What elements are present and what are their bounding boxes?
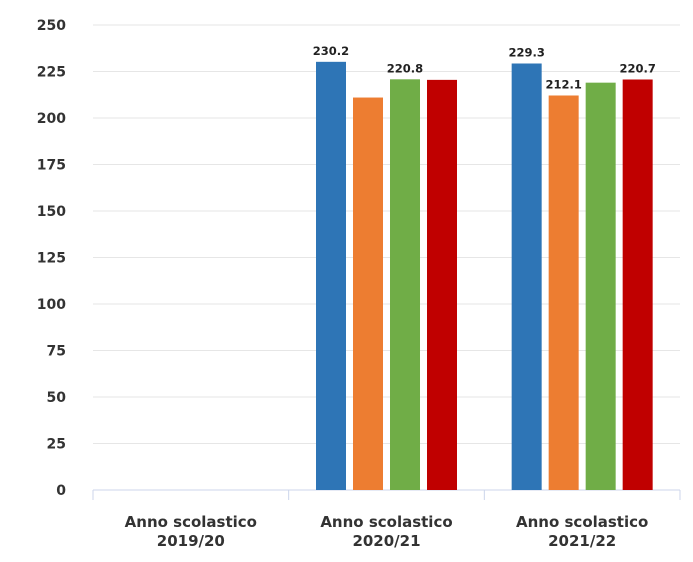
y-axis-tick-labels: 0 25 50 75 100 125 150 175 200 225 250	[37, 18, 66, 499]
y-tick-label: 125	[37, 251, 66, 267]
y-tick-label: 150	[37, 204, 66, 220]
y-tick-label: 250	[37, 18, 66, 34]
data-labels: 230.2 229.3 212.1 220.8 220.7	[313, 44, 656, 92]
bar-data-label: 229.3	[508, 46, 544, 60]
x-category-label-line: 2021/22	[548, 532, 616, 550]
bar[interactable]	[622, 79, 653, 491]
y-tick-label: 50	[47, 390, 67, 406]
y-tick-label: 225	[37, 65, 66, 81]
bar-data-label: 220.8	[387, 61, 423, 75]
x-category-label: Anno scolastico 2021/22	[516, 513, 648, 550]
bar[interactable]	[585, 82, 616, 490]
gridlines	[93, 24, 680, 444]
x-category-label-line: 2019/20	[157, 532, 225, 550]
y-tick-label: 25	[47, 437, 66, 453]
bar-data-label: 212.1	[545, 77, 581, 91]
bars	[316, 61, 653, 491]
bar-data-label: 220.7	[619, 61, 655, 75]
bar-data-label: 230.2	[313, 44, 349, 58]
bar[interactable]	[427, 79, 457, 491]
y-tick-label: 75	[47, 344, 66, 360]
bar[interactable]	[548, 95, 579, 490]
x-category-label-line: 2020/21	[352, 532, 420, 550]
x-category-label-line: Anno scolastico	[320, 513, 452, 531]
bar[interactable]	[353, 97, 383, 490]
y-tick-label: 0	[56, 483, 66, 499]
x-category-label: Anno scolastico 2020/21	[320, 513, 452, 550]
y-tick-label: 100	[37, 297, 66, 313]
bar[interactable]	[511, 63, 542, 490]
y-tick-label: 200	[37, 111, 66, 127]
x-category-label-line: Anno scolastico	[125, 513, 257, 531]
bar[interactable]	[316, 61, 346, 490]
bar[interactable]	[390, 79, 420, 490]
x-category-label-line: Anno scolastico	[516, 513, 648, 531]
x-category-label: Anno scolastico 2019/20	[125, 513, 257, 550]
y-tick-label: 175	[37, 158, 66, 174]
